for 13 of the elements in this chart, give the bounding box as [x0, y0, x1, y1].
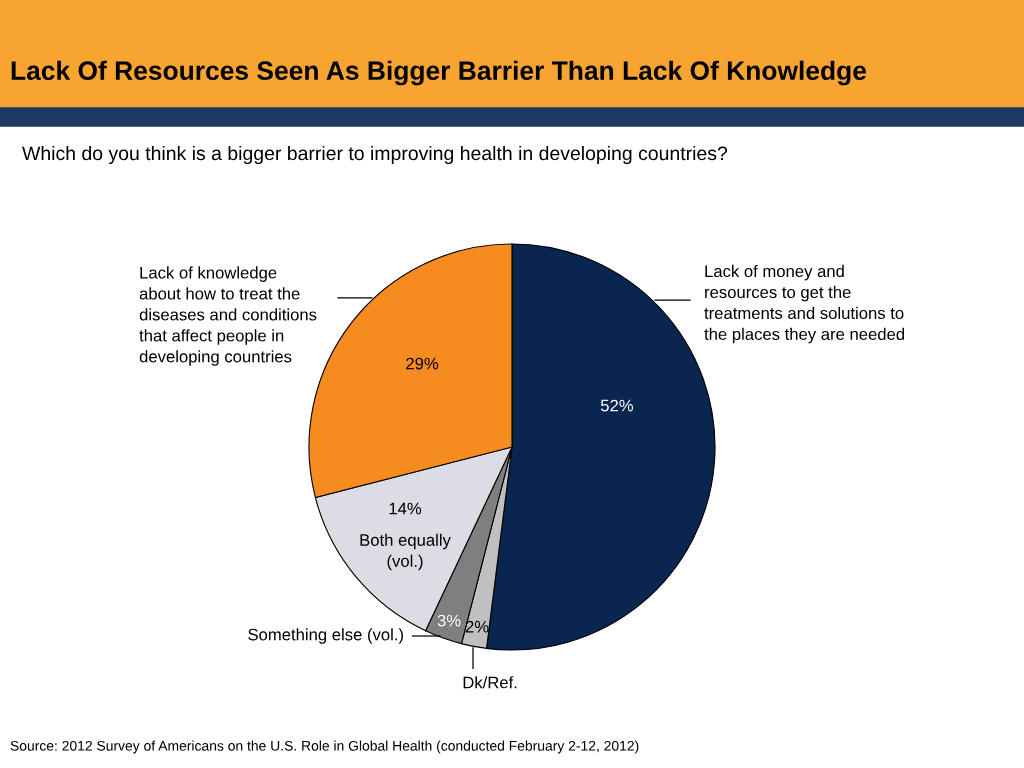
data-label: 14%	[389, 502, 422, 515]
data-label: 52%	[600, 399, 634, 412]
slice-label: Both equally (vol.)	[360, 533, 451, 571]
chart-subtitle: Which do you think is a bigger barrier to improving health in developing countries?	[22, 145, 728, 165]
slice-label: Something else (vol.)	[248, 628, 403, 644]
chart-title: Lack Of Resources Seen As Bigger Barrier Than Lack Of Knowledge	[11, 60, 867, 86]
data-label: 2%	[465, 620, 489, 633]
data-label: 29%	[406, 357, 439, 370]
source-note: Source: 2012 Survey of Americans on the U.S. Role in Global Health (conducted February 2-12, 2012)	[10, 740, 639, 754]
slice-label: Lack of money and resources to get the treatments and solutions to the places they are needed	[704, 264, 905, 344]
slice-label: Lack of knowledge about how to treat the diseases and conditions that affect people in developing countries	[139, 266, 317, 366]
data-label: 3%	[437, 614, 461, 627]
slice-label: Dk/Ref.	[463, 676, 517, 689]
